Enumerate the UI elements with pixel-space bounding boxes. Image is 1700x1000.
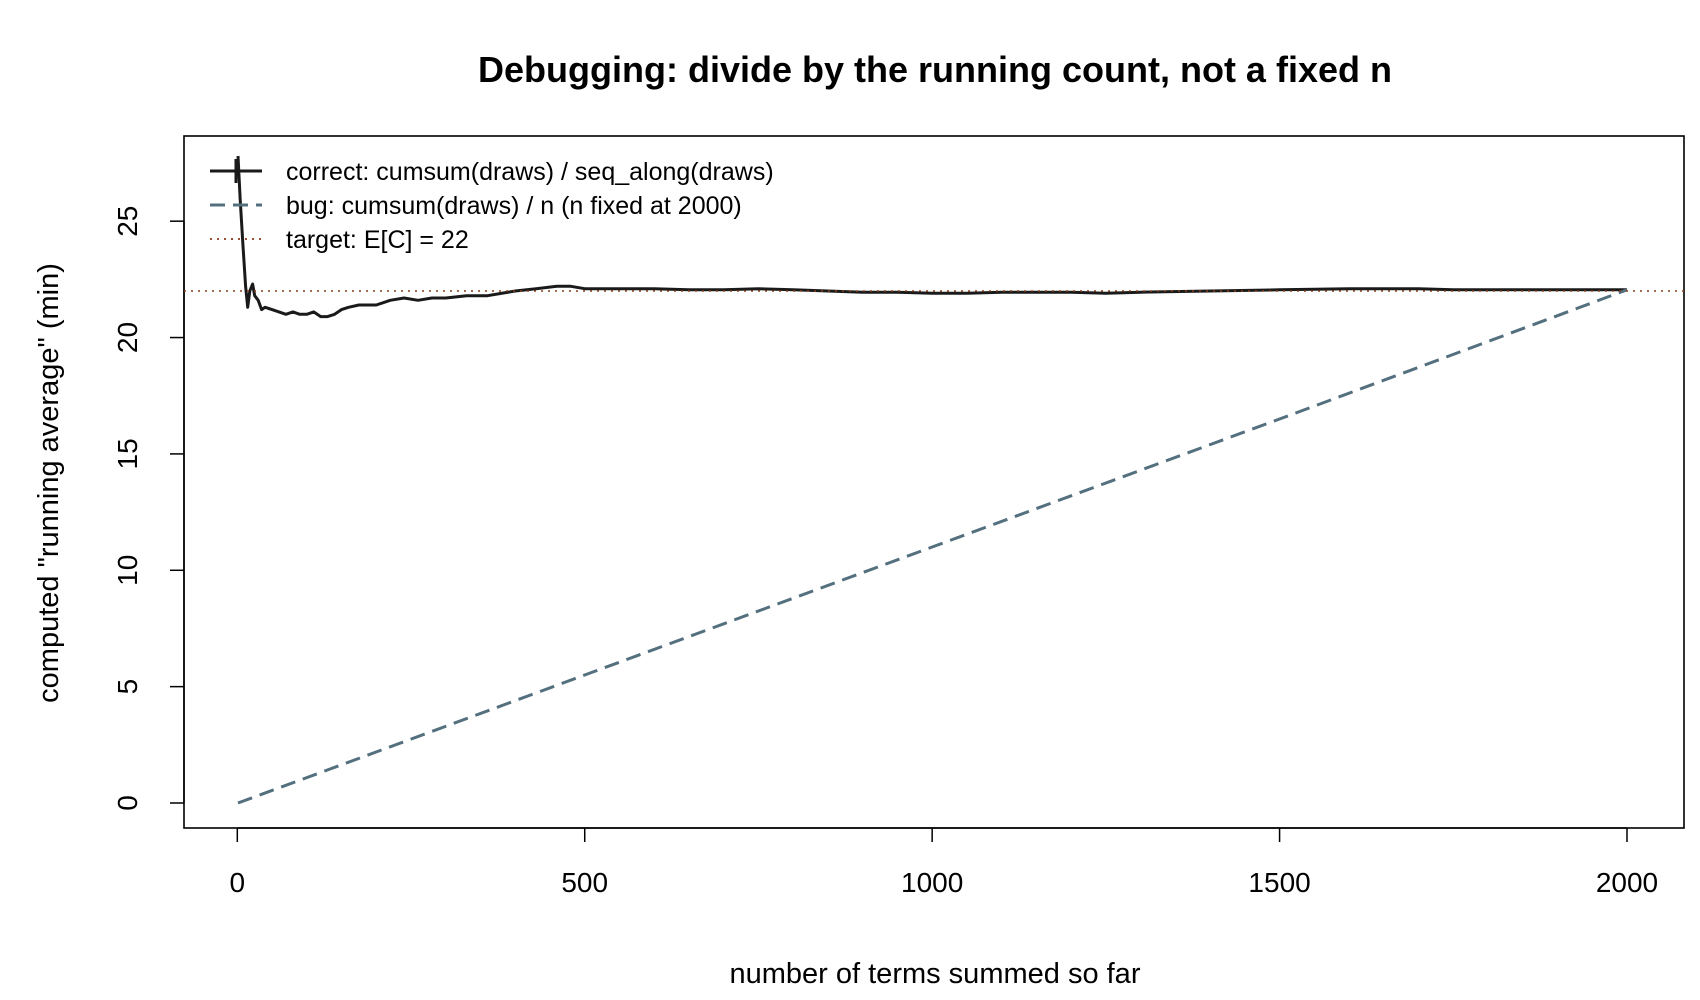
y-tick-label: 25 (112, 206, 143, 237)
y-tick-label: 5 (112, 679, 143, 695)
y-axis: 0 5 10 15 20 25 (112, 206, 185, 811)
y-tick-label: 0 (112, 795, 143, 811)
y-tick-label: 20 (112, 322, 143, 353)
plot-area (184, 155, 1684, 805)
legend-label: bug: cumsum(draws) / n (n fixed at 2000) (286, 192, 742, 220)
series-line-solid (236, 155, 1627, 319)
x-axis: 0 500 1000 1500 2000 (230, 827, 1658, 898)
y-tick-label: 15 (112, 438, 143, 469)
x-tick-label: 2000 (1596, 867, 1658, 898)
series-line-dashed (237, 288, 1628, 805)
x-tick-label: 1500 (1248, 867, 1310, 898)
legend-label: target: E[C] = 22 (286, 226, 469, 254)
y-tick-label: 10 (112, 555, 143, 586)
legend: correct: cumsum(draws) / seq_along(draws… (210, 158, 774, 254)
x-tick-label: 500 (561, 867, 608, 898)
x-axis-label: number of terms summed so far (730, 958, 1141, 990)
legend-label: correct: cumsum(draws) / seq_along(draws… (286, 158, 774, 186)
x-tick-label: 1000 (901, 867, 963, 898)
x-tick-label: 0 (230, 867, 246, 898)
chart-title: Debugging: divide by the running count, … (478, 49, 1392, 90)
y-axis-label: computed "running average" (min) (33, 263, 65, 703)
